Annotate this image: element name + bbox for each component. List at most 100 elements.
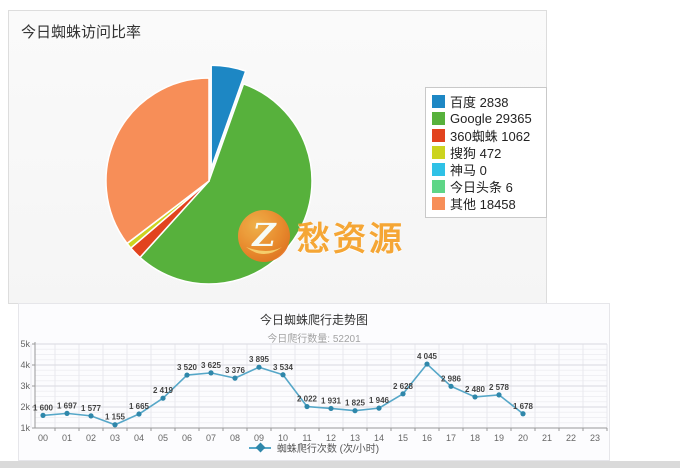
- data-label-10: 3 534: [273, 363, 294, 372]
- x-axis-label-15: 15: [398, 433, 408, 443]
- line-chart-panel: 今日蜘蛛爬行走势图 今日爬行数量: 52201 1k 2k 3k 4k 5k 00 01 02…: [18, 303, 610, 461]
- x-axis-label-06: 06: [182, 433, 192, 443]
- line-chart-title: 今日蜘蛛爬行走势图: [259, 313, 368, 327]
- data-point-16[interactable]: [424, 361, 430, 367]
- line-chart-legend[interactable]: 蜘蛛爬行次数 (次/小时): [19, 440, 609, 455]
- data-point-11[interactable]: [304, 403, 310, 410]
- data-label-03: 1 155: [105, 413, 126, 422]
- x-axis-label-02: 02: [86, 433, 96, 443]
- data-label-11: 2 022: [297, 395, 318, 404]
- x-axis-label-10: 10: [278, 433, 288, 443]
- data-point-03[interactable]: [112, 422, 118, 428]
- x-axis-label-08: 08: [230, 433, 240, 443]
- legend-item-label: 神马 0: [450, 163, 487, 178]
- data-point-09[interactable]: [256, 364, 262, 370]
- x-axis-label-05: 05: [158, 433, 168, 443]
- line-chart-subtitle: 今日爬行数量: 52201: [267, 334, 361, 345]
- legend-swatch-icon: [432, 180, 445, 193]
- data-point-05[interactable]: [160, 395, 166, 401]
- x-axis-label-07: 07: [206, 433, 216, 443]
- svg-text:3k: 3k: [20, 381, 30, 391]
- data-label-12: 1 931: [321, 396, 342, 405]
- data-label-07: 3 625: [201, 361, 222, 370]
- x-axis-label-23: 23: [590, 433, 600, 443]
- x-axis-label-18: 18: [470, 433, 480, 443]
- line-chart[interactable]: 1k 2k 3k 4k 5k 00 01 02 03 04 05 06 07 08 09 10 11 12 13 14…: [19, 338, 611, 450]
- x-axis-label-22: 22: [566, 433, 576, 443]
- pie-legend-item-神马[interactable]: 神马 0: [432, 161, 540, 178]
- x-axis-label-14: 14: [374, 433, 384, 443]
- legend-swatch-icon: [432, 163, 445, 176]
- legend-swatch-icon: [432, 129, 445, 142]
- data-point-12[interactable]: [328, 405, 334, 412]
- pie-legend-item-Google[interactable]: Google 29365: [432, 110, 540, 127]
- x-axis-label-04: 04: [134, 433, 144, 443]
- data-point-13[interactable]: [352, 408, 358, 414]
- x-axis-label-03: 03: [110, 433, 120, 443]
- data-label-15: 2 628: [393, 382, 414, 391]
- data-label-02: 1 577: [81, 404, 102, 413]
- data-point-20[interactable]: [520, 411, 526, 417]
- svg-text:2k: 2k: [20, 402, 30, 412]
- x-axis-label-12: 12: [326, 433, 336, 443]
- data-point-02[interactable]: [88, 413, 94, 419]
- data-label-08: 3 376: [225, 366, 246, 375]
- data-label-05: 2 419: [153, 386, 174, 395]
- pie-legend-item-今日头条[interactable]: 今日头条 6: [432, 178, 540, 195]
- data-label-18: 2 480: [465, 385, 486, 394]
- pie-legend-item-百度[interactable]: 百度 2838: [432, 93, 540, 110]
- data-point-08[interactable]: [232, 375, 238, 381]
- data-point-19[interactable]: [496, 392, 502, 398]
- data-point-10[interactable]: [280, 372, 286, 378]
- data-label-00: 1 600: [33, 403, 54, 412]
- pie-chart-card: 今日蜘蛛访问比率 百度 2838 Google 29365 360蜘蛛 1062 搜狗…: [8, 10, 547, 304]
- pie-legend-item-360蜘蛛[interactable]: 360蜘蛛 1062: [432, 127, 540, 144]
- data-point-15[interactable]: [400, 391, 406, 397]
- scrollbar-track[interactable]: [0, 461, 680, 468]
- pie-legend-item-其他[interactable]: 其他 18458: [432, 195, 540, 212]
- svg-text:5k: 5k: [20, 339, 30, 349]
- line-legend-label: 蜘蛛爬行次数 (次/小时): [276, 444, 380, 455]
- pie-legend-item-搜狗[interactable]: 搜狗 472: [432, 144, 540, 161]
- x-axis-label-09: 09: [254, 433, 264, 443]
- legend-diamond-icon: [255, 442, 266, 452]
- legend-swatch-icon: [432, 197, 445, 210]
- data-point-00[interactable]: [40, 412, 46, 418]
- data-label-09: 3 895: [249, 355, 270, 364]
- data-point-06[interactable]: [184, 372, 190, 378]
- legend-item-label: 今日头条 6: [450, 180, 513, 195]
- data-label-06: 3 520: [177, 363, 198, 372]
- legend-swatch-icon: [432, 112, 445, 125]
- legend-item-label: 360蜘蛛 1062: [450, 129, 531, 144]
- data-label-14: 1 946: [369, 396, 390, 405]
- data-point-01[interactable]: [64, 410, 70, 416]
- legend-swatch-icon: [432, 95, 445, 108]
- pie-slice-其他[interactable]: [105, 77, 210, 245]
- data-label-17: 2 986: [441, 374, 462, 383]
- legend-item-label: 搜狗 472: [450, 146, 502, 161]
- data-point-17[interactable]: [448, 383, 454, 389]
- svg-text:4k: 4k: [20, 360, 30, 370]
- data-point-14[interactable]: [376, 405, 382, 411]
- x-axis-label-21: 21: [542, 433, 552, 443]
- x-axis-label-19: 19: [494, 433, 504, 443]
- x-axis-label-17: 17: [446, 433, 456, 443]
- legend-line-marker-icon: [248, 442, 271, 452]
- data-label-16: 4 045: [417, 352, 438, 361]
- x-axis-label-01: 01: [62, 433, 72, 443]
- legend-item-label: 其他 18458: [450, 197, 516, 212]
- legend-item-label: Google 29365: [450, 111, 532, 126]
- x-axis-label-00: 00: [38, 433, 48, 443]
- legend-swatch-icon: [432, 146, 445, 159]
- data-label-04: 1 665: [129, 402, 150, 411]
- legend-item-label: 百度 2838: [450, 95, 509, 110]
- x-axis-label-13: 13: [350, 433, 360, 443]
- data-label-20: 1 678: [513, 402, 534, 411]
- data-point-18[interactable]: [472, 394, 478, 400]
- pie-slice-百度[interactable]: [210, 64, 247, 169]
- data-point-04[interactable]: [136, 411, 142, 417]
- data-point-07[interactable]: [208, 370, 214, 376]
- x-axis-label-11: 11: [302, 433, 311, 443]
- svg-text:1k: 1k: [20, 423, 30, 433]
